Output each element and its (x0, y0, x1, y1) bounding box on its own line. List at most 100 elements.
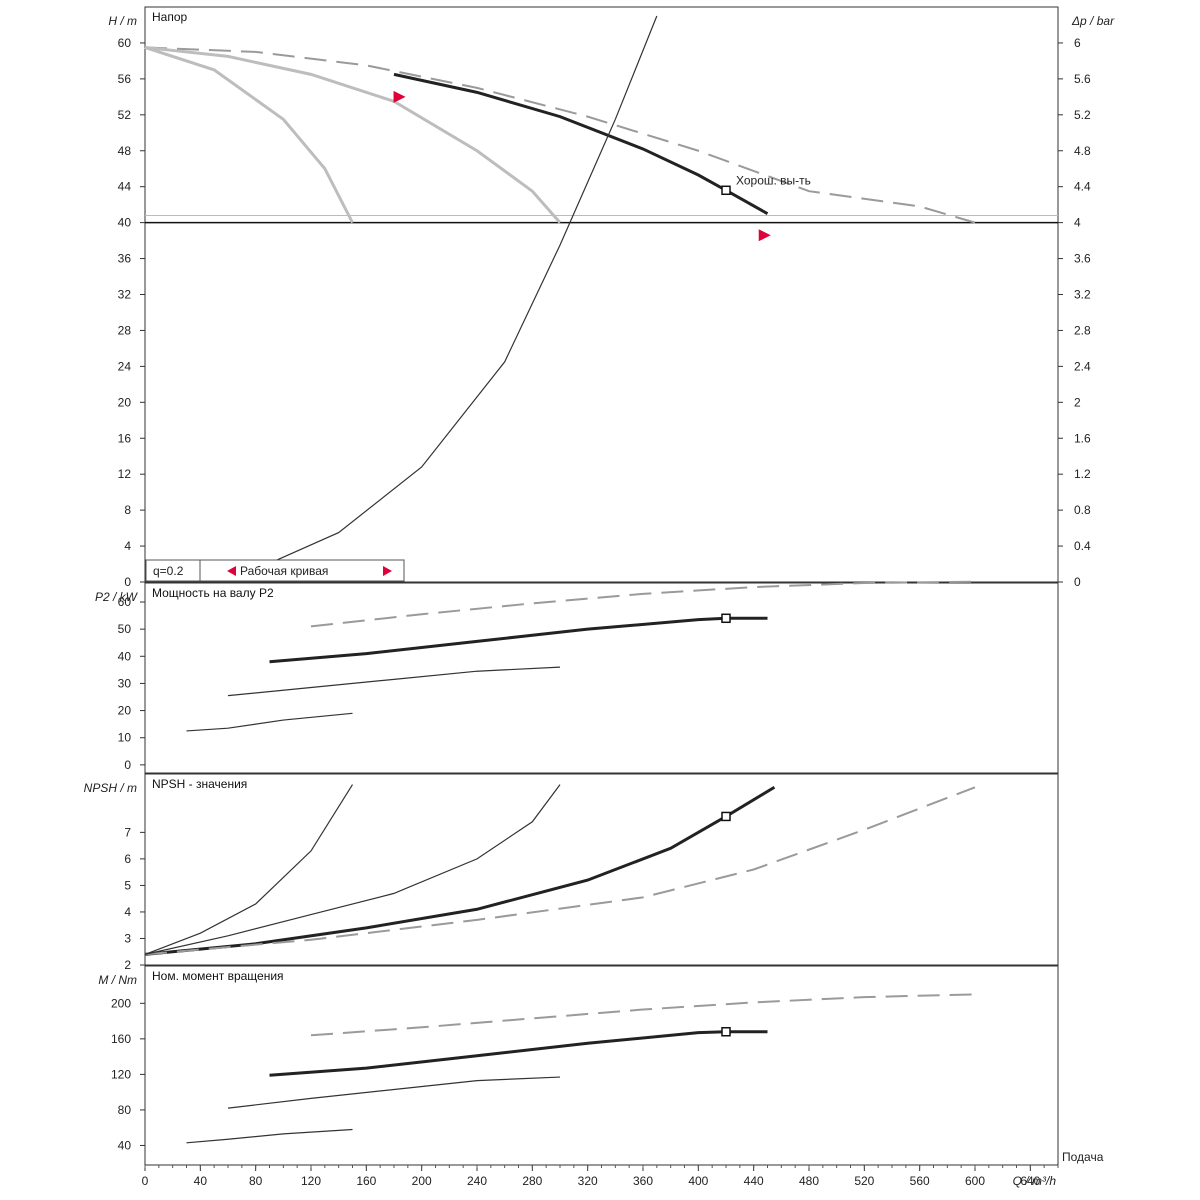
x-tick-label: 600 (965, 1174, 985, 1188)
head-right-tick-label: 2.8 (1074, 323, 1091, 337)
head-y-tick-label: 48 (118, 144, 132, 158)
power-y-axis-label: P2 / kW (95, 590, 139, 604)
head-right-tick-label: 0.8 (1074, 503, 1091, 517)
torque-y-axis-label: M / Nm (98, 973, 137, 987)
power-y-tick-label: 40 (118, 649, 132, 663)
head-panel-frame (144, 6, 1059, 583)
npsh-y-axis-label: NPSH / m (84, 781, 137, 795)
torque-operating-point-marker (721, 1026, 731, 1037)
torque-y-tick-label: 120 (111, 1067, 131, 1081)
x-tick-label: 320 (578, 1174, 598, 1188)
head-right-tick-label: 5.2 (1074, 108, 1091, 122)
head-right-tick-label: 4.8 (1074, 144, 1091, 158)
x-tick-label: 640 (1020, 1174, 1040, 1188)
head-y-tick-label: 32 (118, 288, 132, 302)
npsh-series-1-line (144, 785, 776, 956)
power-panel-title: Мощность на валу P2 (152, 586, 274, 600)
head-series-3-line (144, 45, 562, 224)
x-tick-label: 280 (522, 1174, 542, 1188)
power-y-tick-label: 30 (118, 676, 132, 690)
head-right-tick-label: 1.2 (1074, 467, 1091, 481)
head-y-tick-label: 36 (118, 252, 132, 266)
head-series-1-line (393, 72, 769, 215)
x-tick-label: 480 (799, 1174, 819, 1188)
power-y-tick-label: 60 (118, 595, 132, 609)
x-axis-corner-label: Подача (1062, 1150, 1104, 1164)
head-right-tick-label: 0 (1074, 575, 1081, 589)
head-panel-title: Напор (152, 10, 188, 24)
torque-series-1-line (269, 1030, 768, 1077)
npsh-panel-frame (144, 773, 1059, 966)
x-tick-label: 440 (744, 1174, 764, 1188)
legend-right-label: Рабочая кривая (240, 564, 328, 578)
npsh-series-2-line (144, 786, 976, 956)
head-y-tick-label: 20 (118, 395, 132, 409)
x-tick-label: 160 (356, 1174, 376, 1188)
x-tick-label: 560 (910, 1174, 930, 1188)
x-tick-label: 0 (142, 1174, 149, 1188)
legend-arrow-right-marker (383, 566, 392, 576)
power-y-tick-label: 10 (118, 731, 132, 745)
x-tick-label: 120 (301, 1174, 321, 1188)
torque-y-tick-label: 200 (111, 996, 131, 1010)
power-operating-point-marker (721, 613, 731, 624)
head-series-4-line (144, 46, 354, 224)
head-right-tick-label: 2.4 (1074, 359, 1091, 373)
npsh-y-tick-label: 7 (124, 825, 131, 839)
power-y-tick-label: 20 (118, 704, 132, 718)
power-panel-frame (144, 582, 1059, 774)
head-right-tick-label: 1.6 (1074, 431, 1091, 445)
x-tick-label: 520 (854, 1174, 874, 1188)
head-right-tick-label: 4 (1074, 216, 1081, 230)
head-y-tick-label: 4 (124, 539, 131, 553)
head-right-tick-label: 3.6 (1074, 252, 1091, 266)
head-y-tick-label: 12 (118, 467, 132, 481)
head-y-tick-label: 8 (124, 503, 131, 517)
torque-y-tick-label: 80 (118, 1103, 132, 1117)
power-y-tick-label: 50 (118, 622, 132, 636)
head-right-tick-label: 0.4 (1074, 539, 1091, 553)
x-tick-label: 200 (412, 1174, 432, 1188)
head-right-axis-label: Δp / bar (1071, 14, 1115, 28)
npsh-y-tick-label: 2 (124, 958, 131, 972)
head-series-5-line (255, 15, 658, 570)
head-right-tick-label: 2 (1074, 395, 1081, 409)
head-right-tick-label: 4.4 (1074, 180, 1091, 194)
legend-arrow-left-marker (227, 566, 236, 576)
power-series-4-line (186, 712, 353, 732)
head-y-tick-label: 28 (118, 323, 132, 337)
head-right-tick-label: 3.2 (1074, 288, 1091, 302)
power-series-2-line (310, 580, 976, 628)
head-y-tick-label: 16 (118, 431, 132, 445)
head-operating-point-marker (721, 185, 731, 196)
torque-series-3-line (227, 1076, 561, 1109)
npsh-y-tick-label: 5 (124, 878, 131, 892)
x-tick-label: 40 (194, 1174, 208, 1188)
npsh-y-tick-label: 3 (124, 931, 131, 945)
legend-box (145, 559, 405, 582)
head-series-2-line (144, 46, 976, 224)
head-y-tick-label: 56 (118, 72, 132, 86)
torque-y-tick-label: 40 (118, 1138, 132, 1152)
torque-y-tick-label: 160 (111, 1032, 131, 1046)
head-right-tick-label: 6 (1074, 36, 1081, 50)
npsh-y-tick-label: 4 (124, 905, 131, 919)
x-tick-label: 240 (467, 1174, 487, 1188)
head-y-tick-label: 0 (124, 575, 131, 589)
power-series-3-line (227, 666, 561, 697)
npsh-operating-point-marker (721, 811, 731, 822)
head-limit-arrow-marker (758, 229, 771, 242)
head-y-tick-label: 60 (118, 36, 132, 50)
torque-series-2-line (310, 993, 976, 1037)
npsh-y-tick-label: 6 (124, 852, 131, 866)
npsh-series-4-line (144, 784, 354, 955)
operating-point-label: Хорош. вы-ть (736, 173, 811, 187)
head-limit-arrow-marker (393, 90, 406, 103)
x-tick-label: 360 (633, 1174, 653, 1188)
npsh-panel-title: NPSH - значения (152, 777, 247, 791)
head-right-tick-label: 5.6 (1074, 72, 1091, 86)
x-tick-label: 80 (249, 1174, 263, 1188)
head-y-tick-label: 24 (118, 359, 132, 373)
head-y-axis-label: H / m (108, 14, 137, 28)
power-y-tick-label: 0 (124, 758, 131, 772)
